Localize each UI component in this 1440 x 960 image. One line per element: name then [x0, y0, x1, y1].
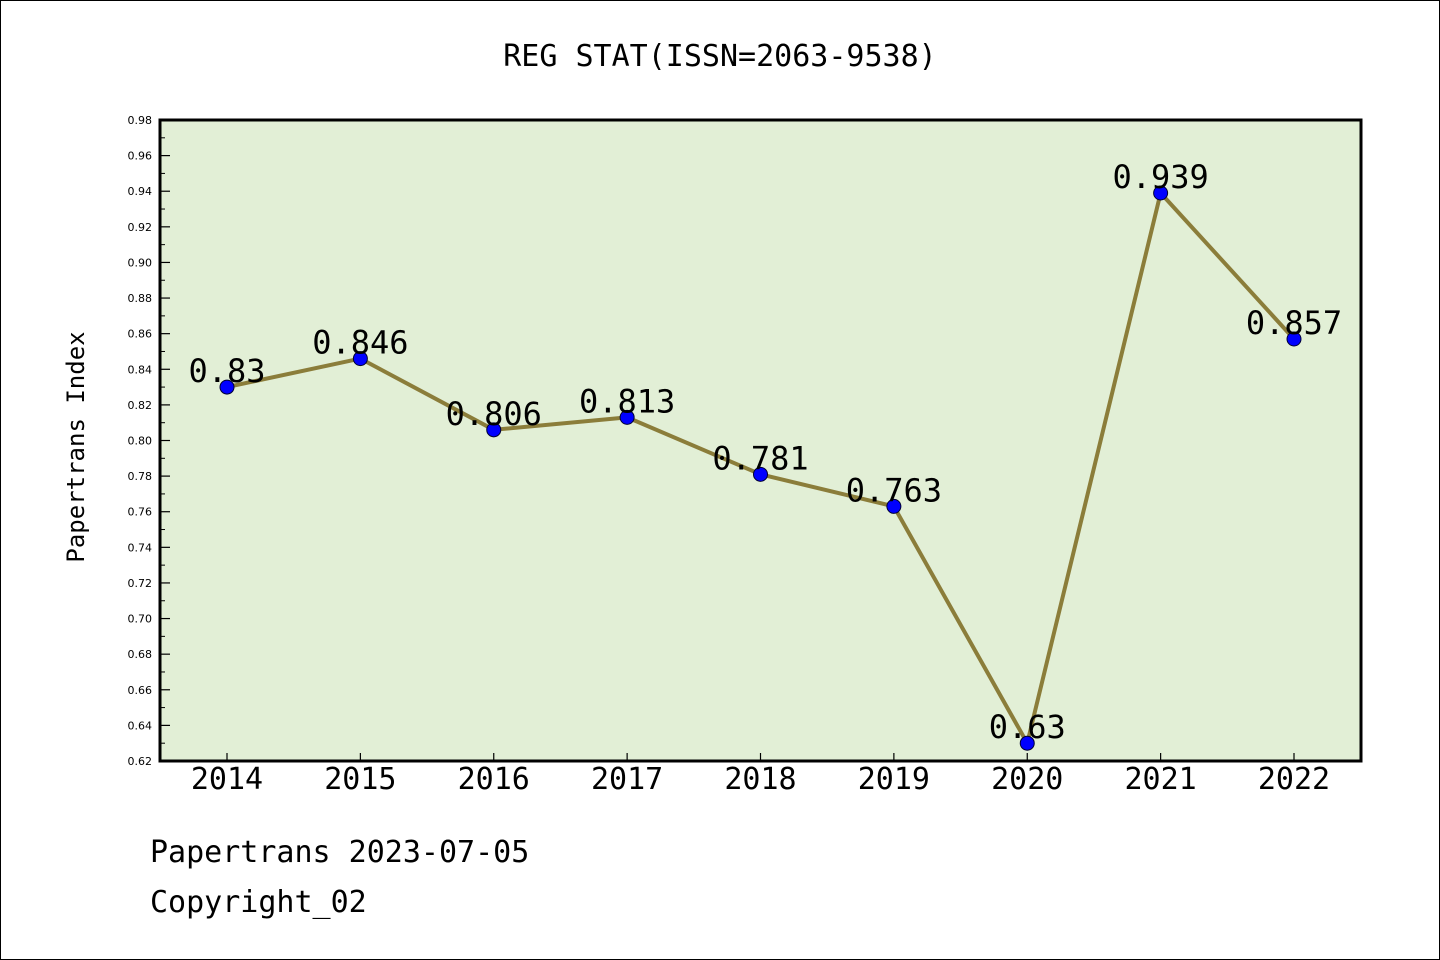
- x-tick-label: 2014: [191, 762, 263, 797]
- y-tick-label: 0.76: [128, 506, 153, 519]
- x-axis-ticks: 2014 2015 2016 2017 2018 2019 2020 2021 2022: [191, 753, 1330, 797]
- y-tick-label: 0.78: [128, 470, 153, 483]
- data-label: 0.939: [1112, 158, 1208, 196]
- y-tick-label: 0.62: [128, 755, 153, 768]
- x-tick-label: 2017: [591, 762, 663, 797]
- data-point: [219, 379, 235, 395]
- data-label: 0.63: [989, 708, 1066, 746]
- y-tick-label: 0.84: [128, 363, 153, 376]
- plot-area: [158, 118, 1363, 763]
- data-label: 0.806: [446, 395, 542, 433]
- data-label: 0.83: [188, 352, 265, 390]
- x-tick-label: 2020: [991, 762, 1063, 797]
- y-tick-label: 0.68: [128, 648, 153, 661]
- data-point: [886, 498, 902, 514]
- x-tick-label: 2016: [458, 762, 530, 797]
- y-tick-label: 0.88: [128, 292, 153, 305]
- data-label: 0.813: [579, 382, 675, 420]
- x-tick-label: 2018: [724, 762, 796, 797]
- y-tick-label: 0.72: [128, 577, 153, 590]
- y-tick-label: 0.96: [128, 150, 153, 163]
- footer-source: Papertrans 2023-07-05: [150, 835, 530, 870]
- y-tick-label: 0.70: [128, 613, 153, 626]
- series-line-group: [219, 185, 1302, 751]
- y-tick-label: 0.64: [128, 719, 153, 732]
- data-point: [352, 351, 368, 367]
- y-axis-ticks: 0.62 0.64 0.66 0.68 0.70 0.72 0.74 0.76 0.78 0.80…: [128, 114, 170, 768]
- x-tick-label: 2019: [858, 762, 930, 797]
- y-tick-label: 0.92: [128, 221, 153, 234]
- data-point: [486, 422, 502, 438]
- x-tick-label: 2022: [1258, 762, 1330, 797]
- footer-copyright: Copyright_02: [150, 885, 367, 920]
- data-point: [753, 466, 768, 482]
- chart-title: REG STAT(ISSN=2063-9538): [503, 39, 936, 74]
- y-tick-label: 0.66: [128, 684, 153, 697]
- y-tick-label: 0.86: [128, 328, 153, 341]
- x-tick-label: 2021: [1125, 762, 1197, 797]
- y-tick-label: 0.74: [128, 541, 153, 554]
- y-tick-label: 0.80: [128, 435, 153, 448]
- data-labels-group: 0.83 0.846 0.806 0.813 0.781 0.763 0.63 0.939 0.…: [188, 158, 1342, 746]
- y-tick-label: 0.82: [128, 399, 153, 412]
- y-tick-label: 0.98: [128, 114, 153, 127]
- data-label: 0.763: [846, 471, 942, 509]
- data-point: [619, 409, 635, 425]
- y-tick-label: 0.90: [128, 256, 153, 269]
- x-tick-label: 2015: [324, 762, 396, 797]
- data-label: 0.846: [312, 324, 408, 362]
- data-label: 0.781: [712, 439, 808, 477]
- data-point: [1153, 185, 1169, 201]
- data-point: [1019, 735, 1035, 751]
- data-point: [1286, 331, 1302, 347]
- data-label: 0.857: [1246, 304, 1342, 342]
- y-axis-label: Papertrans Index: [62, 331, 90, 562]
- y-tick-label: 0.94: [128, 185, 153, 198]
